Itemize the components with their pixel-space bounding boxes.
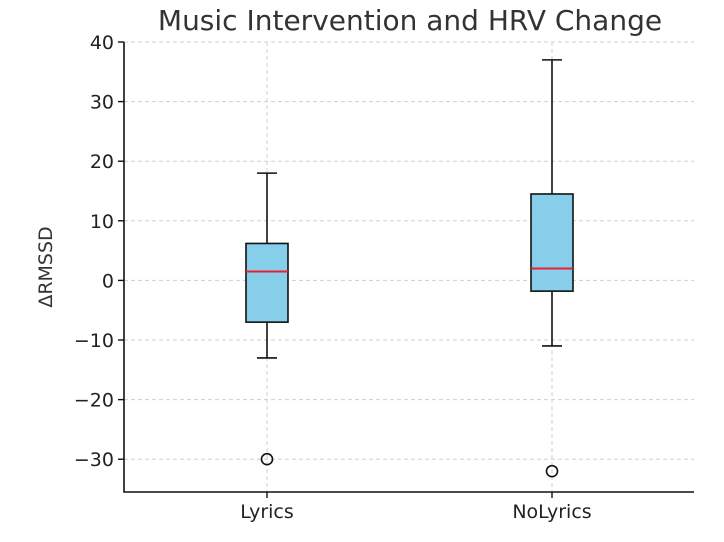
grid-lines <box>124 41 694 492</box>
x-ticks: Lyrics NoLyrics <box>240 492 592 523</box>
outlier-point <box>260 452 274 466</box>
box-iqr <box>245 242 289 323</box>
axes <box>123 42 694 493</box>
y-tick-label: 40 <box>90 32 114 54</box>
x-tick-label: NoLyrics <box>512 501 591 523</box>
y-tick-label: −30 <box>74 449 114 471</box>
x-tick-label: Lyrics <box>240 501 294 523</box>
boxes <box>245 59 574 478</box>
y-tick-label: 20 <box>90 151 114 173</box>
y-ticks: 40 30 20 10 0 −10 −20 −30 <box>74 32 124 471</box>
axis-frame <box>123 42 694 493</box>
y-tick-label: 10 <box>90 211 114 233</box>
y-tick-label: 30 <box>90 92 114 114</box>
y-tick-label: 0 <box>102 270 114 292</box>
box-iqr <box>530 193 574 292</box>
y-axis-label: ΔRMSSD <box>35 226 57 307</box>
outlier-point <box>545 464 559 478</box>
y-tick-label: −20 <box>74 390 114 412</box>
chart-title: Music Intervention and HRV Change <box>158 4 662 37</box>
y-tick-label: −10 <box>74 330 114 352</box>
